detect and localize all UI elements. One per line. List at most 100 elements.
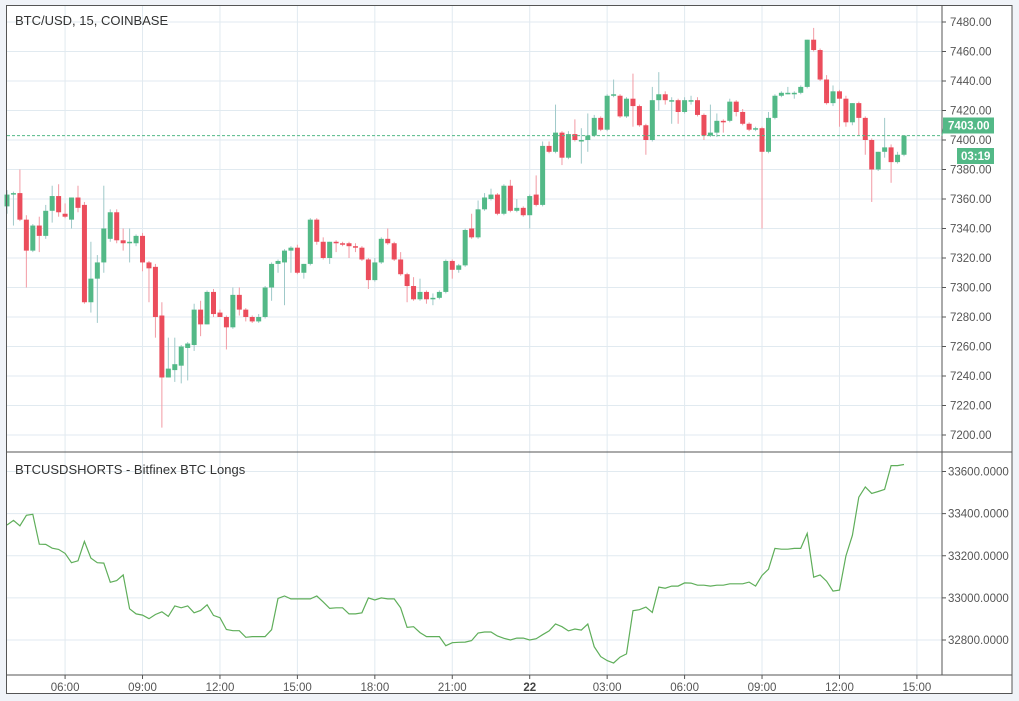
- candle-body[interactable]: [540, 145, 546, 205]
- candle-body[interactable]: [598, 117, 604, 130]
- candle-body[interactable]: [649, 100, 655, 140]
- candle-body[interactable]: [830, 91, 836, 104]
- candle-body[interactable]: [372, 262, 378, 281]
- candle-body[interactable]: [340, 243, 346, 245]
- candle-body[interactable]: [707, 132, 713, 136]
- candle-body[interactable]: [817, 50, 823, 80]
- candle-body[interactable]: [17, 193, 23, 220]
- candle-body[interactable]: [217, 312, 223, 317]
- candle-body[interactable]: [281, 250, 287, 263]
- candle-body[interactable]: [172, 364, 178, 371]
- candle-body[interactable]: [411, 286, 417, 300]
- candle-body[interactable]: [417, 291, 423, 300]
- candle-body[interactable]: [559, 132, 565, 158]
- candle-body[interactable]: [443, 260, 449, 292]
- candle-body[interactable]: [436, 291, 442, 298]
- candle-body[interactable]: [378, 238, 384, 263]
- candle-body[interactable]: [294, 247, 300, 273]
- candle-body[interactable]: [682, 100, 688, 112]
- candle-body[interactable]: [475, 209, 481, 238]
- candle-body[interactable]: [56, 196, 62, 213]
- candle-body[interactable]: [430, 297, 436, 300]
- candle-body[interactable]: [617, 95, 623, 117]
- candle-body[interactable]: [352, 246, 358, 248]
- candle-body[interactable]: [553, 132, 559, 152]
- candle-body[interactable]: [262, 287, 268, 318]
- candle-body[interactable]: [546, 145, 552, 152]
- candle-body[interactable]: [862, 117, 868, 140]
- candle-body[interactable]: [488, 194, 494, 199]
- candle-body[interactable]: [772, 95, 778, 118]
- candle-body[interactable]: [391, 243, 397, 260]
- candle-body[interactable]: [333, 241, 339, 244]
- candle-body[interactable]: [223, 317, 229, 328]
- candle-body[interactable]: [94, 262, 100, 279]
- candle-body[interactable]: [656, 94, 662, 101]
- candle-body[interactable]: [882, 147, 888, 152]
- candle-body[interactable]: [236, 294, 242, 310]
- candle-body[interactable]: [81, 204, 87, 303]
- candle-body[interactable]: [759, 128, 765, 152]
- candle-body[interactable]: [888, 147, 894, 163]
- candle-body[interactable]: [88, 278, 94, 303]
- candle-body[interactable]: [230, 294, 236, 328]
- candle-body[interactable]: [320, 241, 326, 258]
- candle-body[interactable]: [398, 259, 404, 275]
- candle-body[interactable]: [733, 101, 739, 112]
- candle-body[interactable]: [720, 120, 726, 123]
- candle-body[interactable]: [49, 196, 55, 211]
- candle-body[interactable]: [527, 196, 533, 216]
- candle-body[interactable]: [533, 194, 539, 205]
- candle-body[interactable]: [185, 343, 191, 348]
- indicator-line-series[interactable]: [6, 463, 905, 664]
- candle-body[interactable]: [591, 117, 597, 136]
- candle-body[interactable]: [740, 111, 746, 124]
- candle-body[interactable]: [301, 263, 307, 273]
- candle-body[interactable]: [43, 210, 49, 236]
- candle-body[interactable]: [585, 135, 591, 140]
- candle-body[interactable]: [314, 219, 320, 242]
- candle-body[interactable]: [211, 291, 217, 315]
- candle-body[interactable]: [243, 309, 249, 317]
- candle-body[interactable]: [107, 212, 113, 239]
- candle-body[interactable]: [346, 243, 352, 247]
- candle-body[interactable]: [449, 260, 455, 270]
- candle-body[interactable]: [843, 98, 849, 123]
- candle-body[interactable]: [804, 39, 810, 87]
- candle-body[interactable]: [791, 92, 797, 95]
- candle-body[interactable]: [501, 185, 507, 214]
- candle-body[interactable]: [778, 92, 784, 96]
- candle-body[interactable]: [520, 207, 526, 216]
- candle-body[interactable]: [256, 317, 262, 322]
- candle-body[interactable]: [307, 219, 313, 264]
- candle-body[interactable]: [811, 39, 817, 51]
- candle-body[interactable]: [114, 212, 120, 241]
- candle-body[interactable]: [688, 100, 694, 102]
- candle-body[interactable]: [849, 103, 855, 123]
- candle-body[interactable]: [507, 185, 513, 211]
- candle-body[interactable]: [456, 265, 462, 270]
- candle-body[interactable]: [662, 94, 668, 101]
- candle-body[interactable]: [423, 291, 429, 300]
- candle-body[interactable]: [159, 315, 165, 378]
- candle-body[interactable]: [133, 235, 139, 244]
- candle-body[interactable]: [669, 100, 675, 102]
- candle-body[interactable]: [746, 123, 752, 130]
- candle-body[interactable]: [10, 193, 16, 195]
- candle-body[interactable]: [701, 114, 707, 136]
- candle-body[interactable]: [469, 228, 475, 238]
- candle-body[interactable]: [269, 263, 275, 288]
- candle-body[interactable]: [514, 207, 520, 211]
- candle-body[interactable]: [462, 229, 468, 266]
- candle-body[interactable]: [178, 346, 184, 366]
- candle-body[interactable]: [288, 247, 294, 251]
- candle-body[interactable]: [23, 219, 29, 251]
- candle-body[interactable]: [140, 235, 146, 263]
- candle-body[interactable]: [165, 368, 171, 378]
- candle-body[interactable]: [75, 197, 81, 208]
- candle-body[interactable]: [62, 213, 68, 217]
- candle-body[interactable]: [565, 134, 571, 158]
- candle-body[interactable]: [856, 103, 862, 118]
- candle-body[interactable]: [404, 274, 410, 287]
- candle-body[interactable]: [578, 140, 584, 142]
